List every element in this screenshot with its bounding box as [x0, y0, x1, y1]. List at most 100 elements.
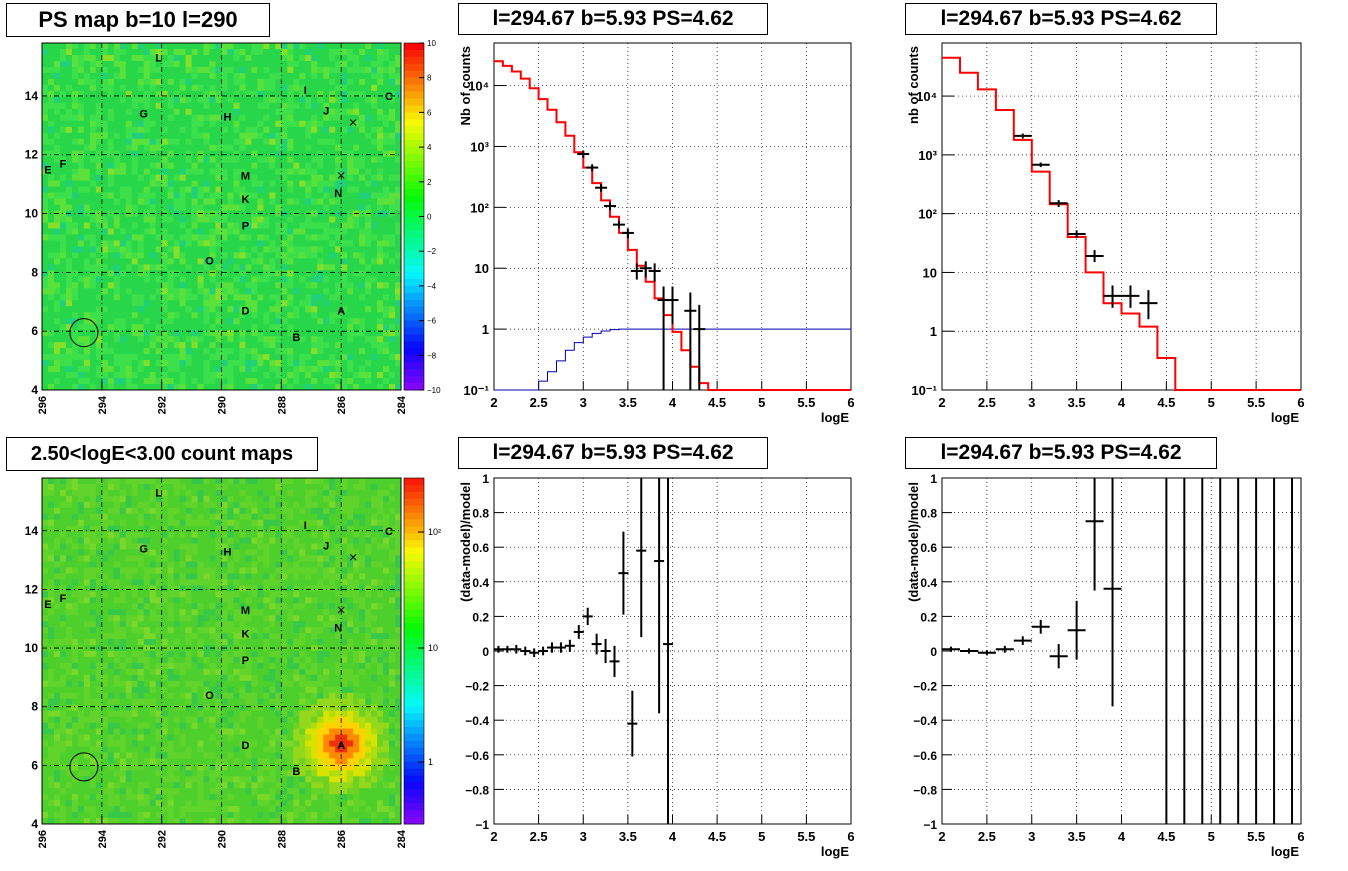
- heatmap-cell: [263, 264, 270, 271]
- heatmap-cell: [311, 366, 318, 373]
- heatmap-cell: [167, 489, 175, 497]
- heatmap-cell: [131, 627, 139, 634]
- heatmap-cell: [179, 366, 186, 373]
- heatmap-cell: [209, 360, 216, 367]
- heatmap-cell: [197, 54, 204, 62]
- heatmap-cell: [101, 288, 109, 295]
- heatmap-cell: [203, 216, 210, 223]
- heatmap-cell: [107, 609, 115, 616]
- heatmap-cell: [42, 258, 49, 265]
- heatmap-cell: [83, 366, 91, 373]
- heatmap-cell: [83, 354, 91, 361]
- heatmap-cell: [323, 252, 330, 259]
- heatmap-cell: [323, 330, 330, 337]
- heatmap-cell: [149, 60, 157, 68]
- heatmap-cell: [95, 794, 103, 801]
- heatmap-cell: [245, 132, 252, 140]
- heatmap-cell: [347, 318, 354, 325]
- heatmap-cell: [113, 366, 121, 373]
- heatmap-cell: [83, 794, 91, 801]
- heatmap-cell: [155, 519, 163, 527]
- heatmap-cell: [311, 294, 318, 301]
- heatmap-cell: [59, 483, 67, 491]
- heatmap-cell: [275, 330, 282, 337]
- heatmap-cell: [47, 246, 55, 253]
- heatmap-cell: [317, 324, 324, 331]
- heatmap-cell: [341, 48, 348, 56]
- heatmap-cell: [341, 240, 348, 247]
- heatmap-cell: [113, 246, 121, 253]
- heatmap-cell: [47, 674, 55, 682]
- heatmap-cell: [125, 324, 133, 331]
- heatmap-cell: [239, 276, 246, 283]
- heatmap-cell: [251, 150, 258, 158]
- heatmap-cell: [53, 776, 61, 783]
- heatmap-cell: [335, 270, 342, 277]
- heatmap-cell: [83, 478, 91, 485]
- heatmap-cell: [305, 72, 312, 80]
- heatmap-cell: [293, 102, 300, 110]
- heatmap-cell: [335, 324, 342, 331]
- heatmap-cell: [395, 150, 402, 158]
- heatmap-cell: [119, 138, 127, 146]
- heatmap-cell: [131, 168, 139, 176]
- heatmap-cell: [95, 204, 103, 211]
- heatmap-cell: [209, 43, 216, 50]
- heatmap-cell: [101, 306, 109, 313]
- heatmap-cell: [335, 72, 342, 80]
- heatmap-cell: [383, 342, 390, 349]
- heatmap-cell: [59, 294, 67, 301]
- heatmap-cell: [95, 674, 103, 682]
- heatmap-cell: [173, 228, 181, 235]
- heatmap-cell: [239, 366, 246, 373]
- heatmap-cell: [311, 318, 318, 325]
- heatmap-cell: [59, 788, 67, 795]
- heatmap-cell: [125, 330, 133, 337]
- heatmap-cell: [137, 180, 145, 187]
- heatmap-cell: [317, 240, 324, 247]
- heatmap-cell: [239, 192, 246, 199]
- heatmap-cell: [323, 234, 330, 241]
- heatmap-cell: [191, 102, 198, 110]
- heatmap-cell: [131, 531, 139, 539]
- heatmap-cell: [227, 48, 234, 56]
- heatmap-cell: [149, 621, 157, 628]
- heatmap-cell: [209, 318, 216, 325]
- heatmap-cell: [173, 662, 181, 670]
- heatmap-cell: [221, 43, 228, 50]
- heatmap-cell: [257, 168, 264, 176]
- heatmap-cell: [209, 234, 216, 241]
- heatmap-cell: [173, 656, 181, 664]
- heatmap-cell: [191, 270, 198, 277]
- heatmap-cell: [251, 84, 258, 92]
- heatmap-cell: [119, 252, 127, 259]
- heatmap-cell: [47, 198, 55, 205]
- heatmap-cell: [77, 186, 85, 193]
- heatmap-cell: [395, 132, 402, 140]
- heatmap-cell: [143, 656, 151, 664]
- heatmap-cell: [167, 192, 175, 199]
- heatmap-cell: [95, 372, 103, 379]
- heatmap-cell: [53, 764, 61, 771]
- heatmap-cell: [53, 746, 61, 753]
- heatmap-cell: [95, 716, 103, 723]
- heatmap-cell: [113, 662, 121, 670]
- heatmap-cell: [365, 54, 372, 62]
- heatmap-cell: [263, 84, 270, 92]
- heatmap-cell: [287, 246, 294, 253]
- heatmap-cell: [275, 378, 282, 385]
- heatmap-cell: [305, 246, 312, 253]
- heatmap-cell: [83, 722, 91, 729]
- heatmap-cell: [65, 794, 73, 801]
- heatmap-cell: [353, 288, 360, 295]
- heatmap-cell: [269, 198, 276, 205]
- heatmap-cell: [119, 483, 127, 491]
- heatmap-cell: [119, 501, 127, 509]
- heatmap-cell: [389, 174, 396, 181]
- heatmap-cell: [173, 96, 181, 104]
- heatmap-cell: [395, 294, 402, 301]
- heatmap-cell: [251, 174, 258, 181]
- heatmap-cell: [395, 276, 402, 283]
- heatmap-cell: [353, 150, 360, 158]
- heatmap-cell: [149, 651, 157, 658]
